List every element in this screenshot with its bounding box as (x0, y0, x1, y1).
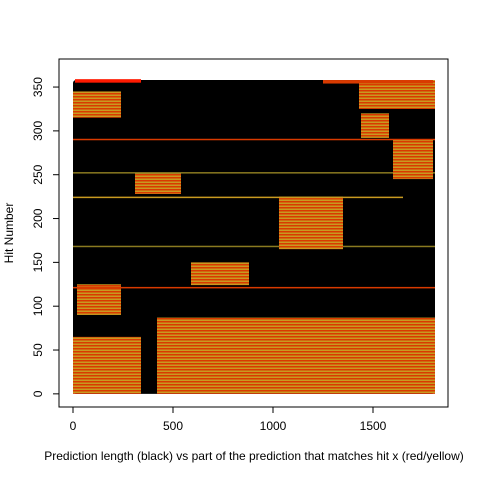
match (73, 336, 141, 394)
x-tick-label: 0 (70, 419, 77, 433)
prediction (73, 80, 435, 394)
match (73, 286, 435, 289)
y-tick-label: 250 (31, 164, 45, 184)
match (359, 80, 435, 109)
y-tick-label: 300 (31, 121, 45, 141)
x-axis-title: Prediction length (black) vs part of the… (44, 449, 464, 463)
y-tick-label: 50 (31, 343, 45, 357)
match (393, 139, 433, 180)
match (135, 172, 181, 194)
match (279, 196, 343, 250)
x-tick-label: 1000 (260, 419, 287, 433)
match (73, 196, 403, 199)
match (157, 317, 435, 394)
y-tick-label: 0 (31, 390, 45, 397)
match (323, 80, 433, 84)
match (73, 172, 435, 174)
x-tick-label: 500 (163, 419, 183, 433)
x-tick-label: 1500 (360, 419, 387, 433)
y-tick-label: 150 (31, 252, 45, 272)
y-tick-label: 200 (31, 208, 45, 228)
match (361, 113, 389, 138)
match (73, 91, 121, 118)
match (73, 245, 435, 248)
y-axis-title: Hit Number (2, 203, 16, 264)
y-tick-label: 350 (31, 77, 45, 97)
match (77, 284, 121, 315)
match (73, 138, 435, 141)
match (191, 262, 249, 286)
y-tick-label: 100 (31, 296, 45, 316)
match (75, 79, 141, 83)
